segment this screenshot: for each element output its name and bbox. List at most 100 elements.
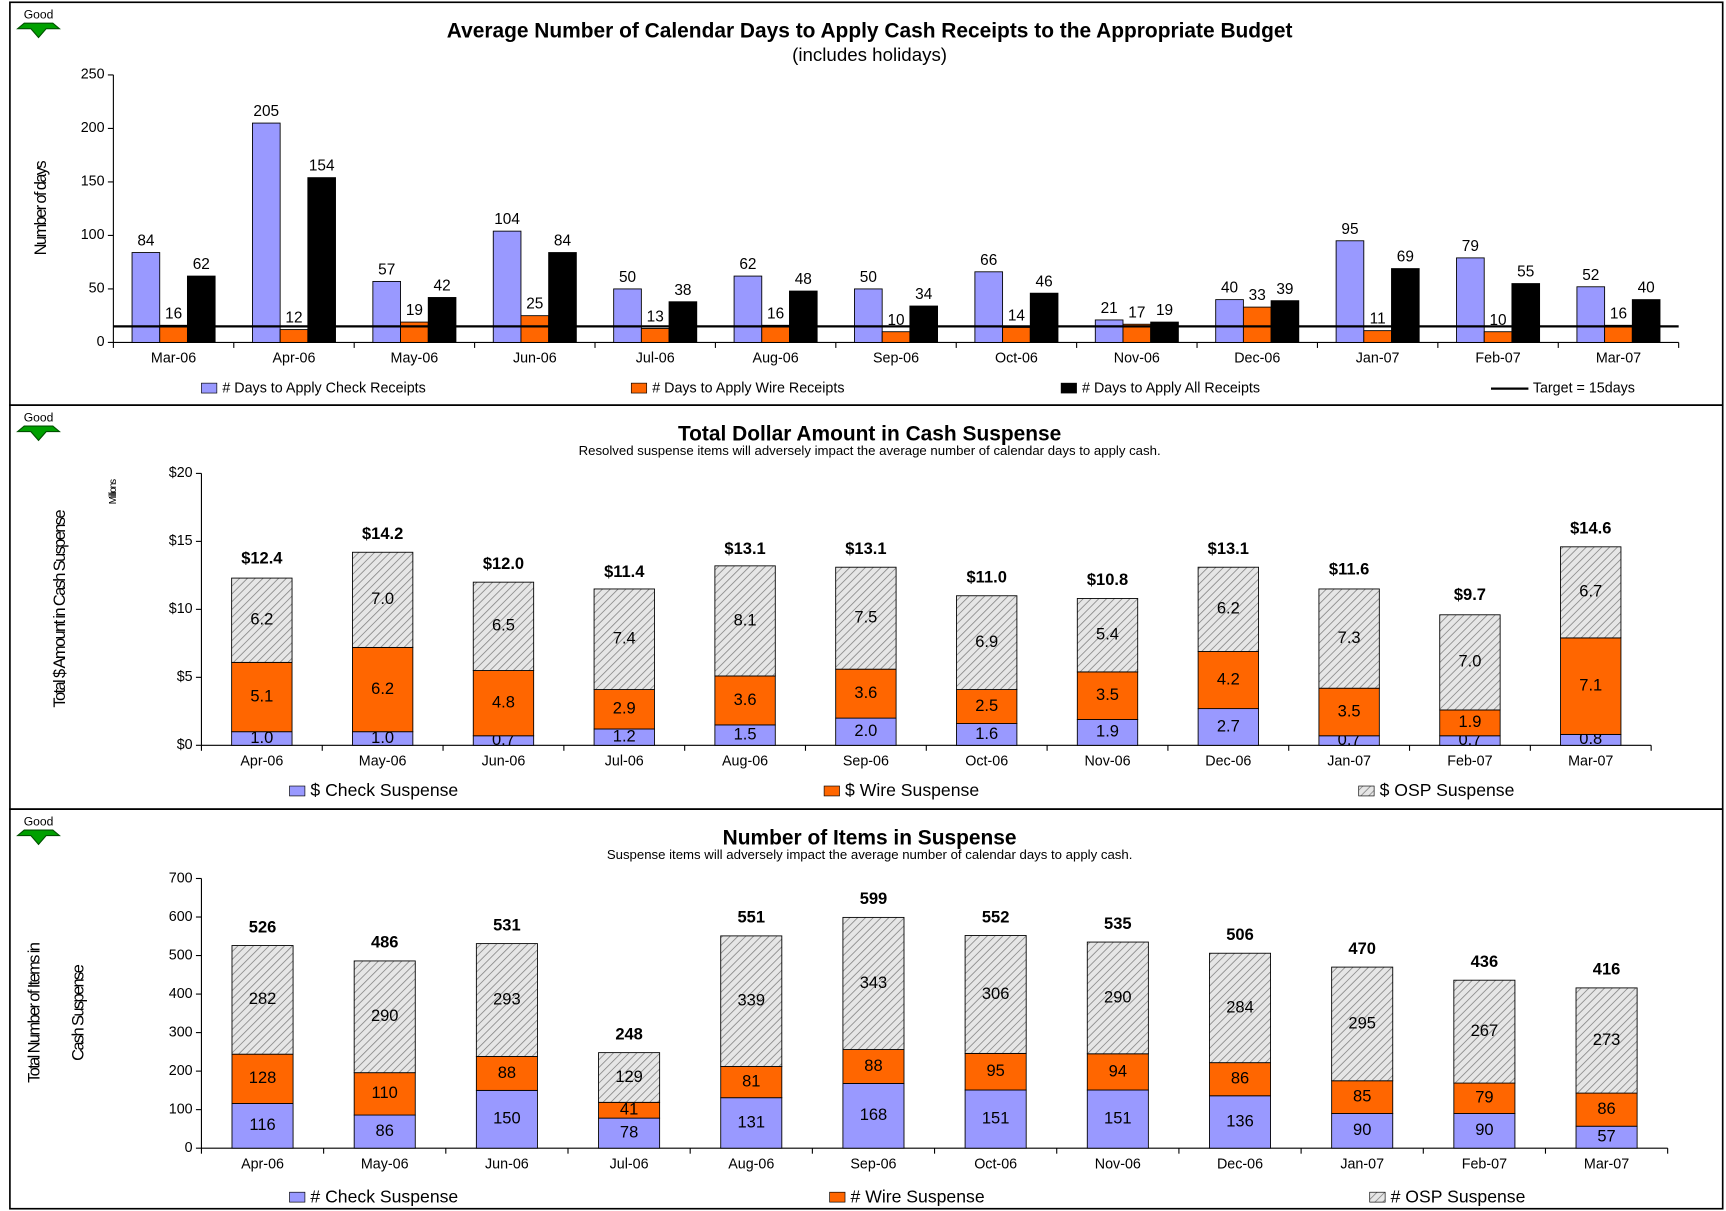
bar xyxy=(1391,268,1420,343)
bar xyxy=(1483,331,1513,343)
value-label: 19 xyxy=(406,302,423,319)
bar xyxy=(761,324,790,343)
bar xyxy=(307,177,336,343)
legend-swatch xyxy=(630,382,648,394)
x-tick-label: Mar-07 xyxy=(1568,754,1613,770)
indicator-label: Good xyxy=(24,411,54,425)
x-tick-label: Feb-07 xyxy=(1447,754,1492,770)
bar-segment xyxy=(1086,1089,1149,1149)
value-label: 16 xyxy=(165,305,182,322)
y-axis-units: Millions xyxy=(108,479,119,504)
legend-label: # Days to Apply All Receipts xyxy=(1082,380,1260,396)
value-label: 84 xyxy=(137,233,155,250)
total-label: 436 xyxy=(1471,953,1499,971)
x-tick-label: Sep-06 xyxy=(843,754,889,770)
x-tick-label: Aug-06 xyxy=(722,754,768,770)
y-tick-label: $20 xyxy=(169,465,193,481)
total-label: 506 xyxy=(1226,926,1254,944)
x-tick-label: Feb-07 xyxy=(1475,351,1520,367)
bar-segment xyxy=(1453,1113,1516,1149)
y-axis-label: Total $ Amount in Cash Suspense xyxy=(51,510,69,708)
segment-label: 3.5 xyxy=(1096,686,1119,704)
total-label: 599 xyxy=(860,890,888,908)
segment-label: 290 xyxy=(371,1007,399,1025)
segment-label: 78 xyxy=(620,1124,638,1142)
x-tick-label: Apr-06 xyxy=(273,351,316,367)
segment-label: 2.0 xyxy=(854,722,877,740)
segment-label: 86 xyxy=(1231,1070,1249,1088)
y-tick-label: 0 xyxy=(185,1140,193,1156)
value-label: 205 xyxy=(253,103,279,120)
bar-segment xyxy=(1318,588,1380,689)
bar-segment xyxy=(1197,566,1259,652)
segment-label: 343 xyxy=(860,974,888,992)
y-tick-label: 100 xyxy=(81,227,105,243)
bar-segment xyxy=(842,916,905,1050)
total-label: $11.4 xyxy=(604,563,645,581)
total-label: 552 xyxy=(982,908,1010,926)
bar-segment xyxy=(1209,952,1271,1064)
x-tick-label: Mar-06 xyxy=(151,351,196,367)
bar xyxy=(1363,330,1392,343)
chart-subtitle: Suspense items will adversely impact the… xyxy=(607,847,1133,862)
segment-label: 3.6 xyxy=(734,691,757,709)
bar xyxy=(1511,283,1541,343)
x-tick-label: Jan-07 xyxy=(1340,1156,1384,1172)
bar-segment xyxy=(1197,708,1259,746)
total-label: 486 xyxy=(371,934,399,952)
segment-label: 7.1 xyxy=(1579,677,1602,695)
bar xyxy=(279,329,309,343)
indicator-arrow xyxy=(16,829,61,846)
y-tick-label: 200 xyxy=(169,1063,193,1079)
bar-segment xyxy=(475,943,538,1057)
segment-label: 1.9 xyxy=(1458,713,1481,731)
segment-label: 79 xyxy=(1475,1089,1493,1107)
value-label: 14 xyxy=(1008,308,1026,325)
y-tick-label: 500 xyxy=(169,947,193,963)
bar-segment xyxy=(956,595,1018,691)
value-label: 104 xyxy=(494,211,520,228)
x-tick-label: Jun-06 xyxy=(513,351,557,367)
value-label: 40 xyxy=(1221,280,1238,297)
segment-label: 6.2 xyxy=(371,680,394,698)
bar-segment xyxy=(1209,1062,1271,1097)
bar xyxy=(1456,257,1485,343)
indicator-arrow xyxy=(16,425,61,442)
bar-segment xyxy=(714,565,776,677)
total-label: $9.7 xyxy=(1454,586,1486,604)
total-label: $11.6 xyxy=(1329,560,1369,578)
bar-segment xyxy=(353,1072,416,1116)
segment-label: 57 xyxy=(1597,1128,1615,1146)
bar-segment xyxy=(1197,651,1259,710)
bar-segment xyxy=(714,675,776,726)
total-label: 526 xyxy=(249,918,277,936)
bar-segment xyxy=(352,551,414,648)
segment-label: 150 xyxy=(493,1110,521,1128)
y-tick-label: 400 xyxy=(169,986,193,1002)
chart-title: Number of Items in Suspense xyxy=(723,826,1017,849)
x-tick-label: Sep-06 xyxy=(850,1156,896,1172)
bar-segment xyxy=(1076,598,1139,673)
bar-segment xyxy=(231,661,293,733)
bar-segment xyxy=(842,1049,905,1084)
segment-label: 85 xyxy=(1353,1087,1371,1105)
value-label: 69 xyxy=(1397,249,1414,266)
total-label: 470 xyxy=(1348,940,1376,958)
segment-label: 5.4 xyxy=(1096,626,1119,644)
total-label: $13.1 xyxy=(1208,540,1249,558)
bar xyxy=(909,305,939,343)
bar-segment xyxy=(1318,687,1380,737)
bar-segment xyxy=(720,1066,783,1099)
bar xyxy=(1150,321,1179,343)
bar-segment xyxy=(1560,637,1622,735)
bar-segment xyxy=(1575,1092,1638,1127)
segment-label: 306 xyxy=(982,985,1010,1003)
x-tick-label: Dec-06 xyxy=(1234,351,1280,367)
bar xyxy=(520,315,550,343)
value-label: 50 xyxy=(860,269,877,286)
value-label: 62 xyxy=(193,256,210,273)
x-tick-label: Oct-06 xyxy=(995,351,1038,367)
segment-label: 151 xyxy=(982,1109,1010,1127)
bar xyxy=(548,252,577,343)
chart-title: Average Number of Calendar Days to Apply… xyxy=(447,20,1293,43)
